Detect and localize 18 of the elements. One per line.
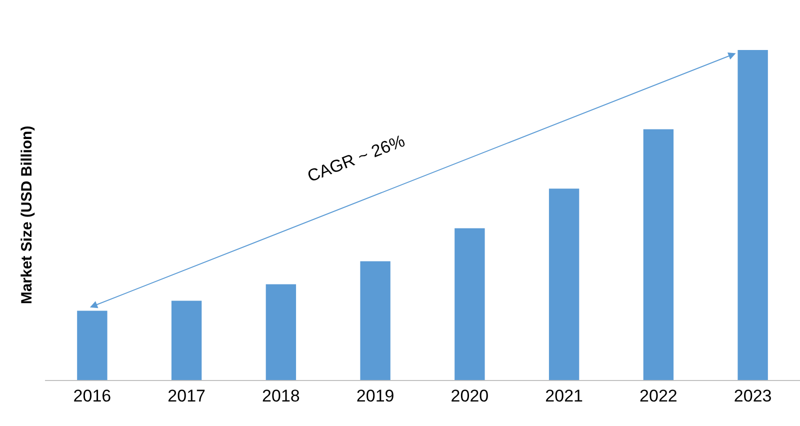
- bar: [738, 50, 768, 380]
- x-tick-label: 2018: [262, 386, 300, 406]
- x-tick-label: 2017: [168, 386, 206, 406]
- annotation: CAGR ~ 26%: [304, 131, 408, 186]
- bar: [548, 188, 580, 380]
- x-tick-label: 2022: [640, 386, 678, 406]
- bar: [171, 300, 202, 380]
- bar: [643, 129, 674, 380]
- x-tick-label: 2021: [545, 386, 583, 406]
- y-axis-title: Market Size (USD Billion): [18, 126, 36, 304]
- x-tick-label: 2020: [450, 386, 489, 406]
- bar: [266, 284, 296, 380]
- x-tick-label: 2019: [356, 386, 394, 406]
- bar: [77, 310, 108, 380]
- bar: [360, 261, 390, 380]
- x-tick-label: 2023: [734, 386, 772, 406]
- x-tick-label: 2016: [73, 386, 112, 406]
- bar: [454, 228, 485, 380]
